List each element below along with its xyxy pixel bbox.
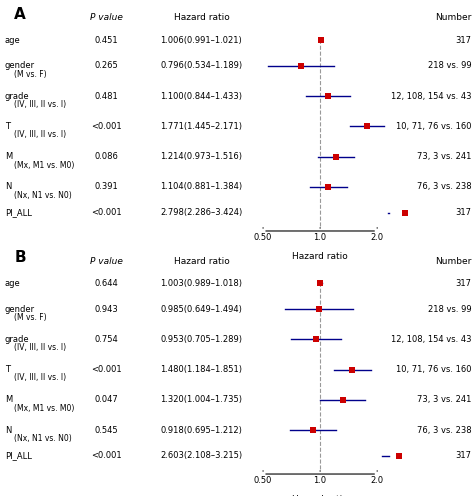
Text: 1.771(1.445–2.171): 1.771(1.445–2.171) [161, 122, 242, 131]
Text: 76, 3 vs. 238: 76, 3 vs. 238 [417, 426, 472, 434]
Text: A: A [14, 7, 26, 22]
Text: Hazard ratio: Hazard ratio [173, 256, 229, 265]
Text: N: N [5, 426, 11, 434]
Text: 2.798(2.286–3.424): 2.798(2.286–3.424) [160, 208, 243, 217]
Text: 0.50: 0.50 [254, 477, 272, 486]
Text: 1.320(1.004–1.735): 1.320(1.004–1.735) [161, 395, 242, 404]
Text: 2.603(2.108–3.215): 2.603(2.108–3.215) [160, 451, 243, 460]
Text: (M vs. F): (M vs. F) [14, 313, 47, 322]
Text: gender: gender [5, 305, 35, 313]
Text: 0.985(0.649–1.494): 0.985(0.649–1.494) [161, 305, 242, 313]
Text: 12, 108, 154 vs. 43: 12, 108, 154 vs. 43 [391, 92, 472, 101]
Text: 1.0: 1.0 [314, 234, 327, 243]
Text: 0.754: 0.754 [95, 335, 118, 344]
Text: grade: grade [5, 335, 29, 344]
Text: 0.086: 0.086 [95, 152, 118, 161]
Text: B: B [14, 250, 26, 265]
Text: M: M [5, 395, 12, 404]
Text: 0.644: 0.644 [95, 279, 118, 288]
Text: gender: gender [5, 62, 35, 70]
Text: (Nx, N1 vs. N0): (Nx, N1 vs. N0) [14, 434, 72, 443]
Text: M: M [5, 152, 12, 161]
Text: 1.003(0.989–1.018): 1.003(0.989–1.018) [161, 279, 242, 288]
Text: (Nx, N1 vs. N0): (Nx, N1 vs. N0) [14, 191, 72, 200]
Text: Hazard ratio: Hazard ratio [292, 495, 348, 496]
Text: (M vs. F): (M vs. F) [14, 70, 47, 79]
Text: 73, 3 vs. 241: 73, 3 vs. 241 [417, 152, 472, 161]
Text: (Mx, M1 vs. M0): (Mx, M1 vs. M0) [14, 404, 74, 413]
Text: 0.953(0.705–1.289): 0.953(0.705–1.289) [161, 335, 242, 344]
Text: 0.50: 0.50 [254, 234, 272, 243]
Text: Hazard ratio: Hazard ratio [292, 251, 348, 260]
Text: 317: 317 [456, 36, 472, 45]
Text: Hazard ratio: Hazard ratio [173, 13, 229, 22]
Text: (Mx, M1 vs. M0): (Mx, M1 vs. M0) [14, 161, 74, 170]
Text: 0.796(0.534–1.189): 0.796(0.534–1.189) [160, 62, 243, 70]
Text: PI_ALL: PI_ALL [5, 451, 32, 460]
Text: 0.545: 0.545 [95, 426, 118, 434]
Text: (IV, III, II vs. I): (IV, III, II vs. I) [14, 343, 66, 352]
Text: (IV, III, II vs. I): (IV, III, II vs. I) [14, 100, 66, 109]
Text: <0.001: <0.001 [91, 208, 122, 217]
Text: age: age [5, 279, 20, 288]
Text: 1.0: 1.0 [314, 477, 327, 486]
Text: grade: grade [5, 92, 29, 101]
Text: 76, 3 vs. 238: 76, 3 vs. 238 [417, 183, 472, 191]
Text: 317: 317 [456, 451, 472, 460]
Text: age: age [5, 36, 20, 45]
Text: 0.451: 0.451 [95, 36, 118, 45]
Text: 0.943: 0.943 [95, 305, 118, 313]
Text: <0.001: <0.001 [91, 122, 122, 131]
Text: 10, 71, 76 vs. 160: 10, 71, 76 vs. 160 [396, 122, 472, 131]
Text: 10, 71, 76 vs. 160: 10, 71, 76 vs. 160 [396, 365, 472, 374]
Text: <0.001: <0.001 [91, 451, 122, 460]
Text: 218 vs. 99: 218 vs. 99 [428, 305, 472, 313]
Text: 2.0: 2.0 [371, 234, 384, 243]
Text: 73, 3 vs. 241: 73, 3 vs. 241 [417, 395, 472, 404]
Text: 0.918(0.695–1.212): 0.918(0.695–1.212) [161, 426, 242, 434]
Text: N: N [5, 183, 11, 191]
Text: PI_ALL: PI_ALL [5, 208, 32, 217]
Text: T: T [5, 122, 10, 131]
Text: Number: Number [435, 13, 472, 22]
Text: P value: P value [90, 256, 123, 265]
Text: 0.481: 0.481 [95, 92, 118, 101]
Text: <0.001: <0.001 [91, 365, 122, 374]
Text: 1.006(0.991–1.021): 1.006(0.991–1.021) [161, 36, 242, 45]
Text: 317: 317 [456, 208, 472, 217]
Text: T: T [5, 365, 10, 374]
Text: (IV, III, II vs. I): (IV, III, II vs. I) [14, 373, 66, 382]
Text: Number: Number [435, 256, 472, 265]
Text: 1.104(0.881–1.384): 1.104(0.881–1.384) [160, 183, 243, 191]
Text: 2.0: 2.0 [371, 477, 384, 486]
Text: 1.214(0.973–1.516): 1.214(0.973–1.516) [161, 152, 242, 161]
Text: 218 vs. 99: 218 vs. 99 [428, 62, 472, 70]
Text: 0.391: 0.391 [95, 183, 118, 191]
Text: 0.265: 0.265 [95, 62, 118, 70]
Text: 12, 108, 154 vs. 43: 12, 108, 154 vs. 43 [391, 335, 472, 344]
Text: 1.100(0.844–1.433): 1.100(0.844–1.433) [161, 92, 242, 101]
Text: 317: 317 [456, 279, 472, 288]
Text: 0.047: 0.047 [95, 395, 118, 404]
Text: (IV, III, II vs. I): (IV, III, II vs. I) [14, 130, 66, 139]
Text: 1.480(1.184–1.851): 1.480(1.184–1.851) [161, 365, 242, 374]
Text: P value: P value [90, 13, 123, 22]
